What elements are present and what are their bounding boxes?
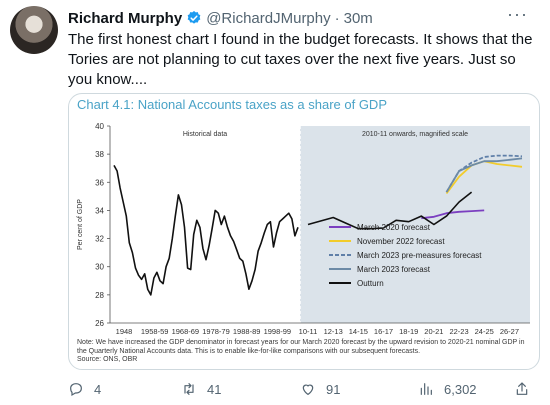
- retweet-icon: [184, 383, 194, 395]
- x-tick-label: 24-25: [475, 327, 494, 336]
- legend-label: March 2020 forecast: [357, 223, 431, 232]
- author-handle[interactable]: @RichardJMurphy: [206, 9, 331, 27]
- chart-note-text: Note: We have increased the GDP denomina…: [77, 339, 525, 355]
- y-tick-label: 28: [95, 291, 104, 300]
- tweet-actions: 4 41 91 6,302: [68, 381, 538, 399]
- x-tick-label: 1948: [116, 327, 133, 336]
- y-tick-label: 34: [95, 206, 104, 215]
- author-name[interactable]: Richard Murphy: [68, 9, 183, 27]
- reply-count: 4: [94, 381, 102, 397]
- views-icon: [420, 383, 432, 395]
- x-tick-label: 10-11: [299, 327, 318, 336]
- right-panel-label: 2010-11 onwards, magnified scale: [362, 131, 468, 138]
- x-tick-label: 12-13: [324, 327, 343, 336]
- y-tick-label: 30: [95, 263, 104, 272]
- share-icon: [516, 382, 528, 395]
- heart-icon: [302, 384, 314, 395]
- chart-image-card[interactable]: Chart 4.1: National Accounts taxes as a …: [68, 93, 540, 370]
- retweet-count: 41: [207, 381, 222, 397]
- x-tick-label: 18-19: [399, 327, 418, 336]
- avatar[interactable]: [10, 6, 58, 54]
- chart-title: Chart 4.1: National Accounts taxes as a …: [77, 97, 387, 112]
- legend-label: Outturn: [357, 279, 384, 288]
- verified-badge-icon: [187, 11, 201, 24]
- x-tick-label: 14-15: [349, 327, 368, 336]
- like-count: 91: [326, 381, 341, 397]
- reply-icon: [70, 383, 82, 397]
- x-tick-label: 1978-79: [202, 327, 230, 336]
- y-axis-label: Per cent of GDP: [77, 199, 84, 250]
- series-line-5: [307, 191, 473, 230]
- retweet-button[interactable]: 41: [181, 381, 221, 397]
- timestamp[interactable]: 30m: [343, 9, 373, 27]
- y-tick-label: 38: [95, 150, 104, 159]
- legend-label: March 2023 pre-measures forecast: [357, 251, 482, 260]
- magnified-panel-bg: [300, 126, 530, 323]
- y-tick-label: 32: [95, 235, 104, 244]
- x-tick-label: 26-27: [500, 327, 519, 336]
- x-tick-label: 1958-59: [141, 327, 169, 336]
- x-tick-label: 1998-99: [264, 327, 292, 336]
- x-tick-label: 20-21: [424, 327, 443, 336]
- y-tick-label: 40: [95, 122, 104, 131]
- legend-label: March 2023 forecast: [357, 265, 431, 274]
- tweet-header: Richard Murphy @RichardJMurphy · 30m ···: [68, 4, 538, 28]
- series-line-1: [421, 209, 485, 220]
- tweet-text: The first honest chart I found in the bu…: [68, 31, 533, 88]
- x-tick-label: 22-23: [449, 327, 468, 336]
- reply-button[interactable]: 4: [68, 381, 101, 397]
- x-tick-label: 1988-89: [233, 327, 261, 336]
- like-button[interactable]: 91: [300, 381, 340, 397]
- x-tick-label: 16-17: [374, 327, 393, 336]
- left-panel-label: Historical data: [183, 131, 227, 138]
- views-count: 6,302: [444, 381, 477, 397]
- y-tick-label: 36: [95, 178, 104, 187]
- historical-outturn-line: [113, 165, 299, 296]
- chart-source: Source: ONS, OBR: [77, 356, 138, 364]
- series-line-4: [445, 157, 523, 193]
- chart-svg: 40 38 36 34 32 30 28 26 Per cent of GDP Historica…: [77, 122, 530, 336]
- x-tick-label: 1968-69: [172, 327, 200, 336]
- y-tick-label: 26: [95, 319, 104, 328]
- chart-note: Note: We have increased the GDP denomina…: [77, 339, 532, 365]
- share-button[interactable]: [514, 381, 540, 397]
- views-button[interactable]: 6,302: [418, 381, 477, 397]
- separator-dot: ·: [334, 9, 340, 27]
- more-options-icon[interactable]: ···: [507, 4, 528, 24]
- legend-label: November 2022 forecast: [357, 237, 445, 246]
